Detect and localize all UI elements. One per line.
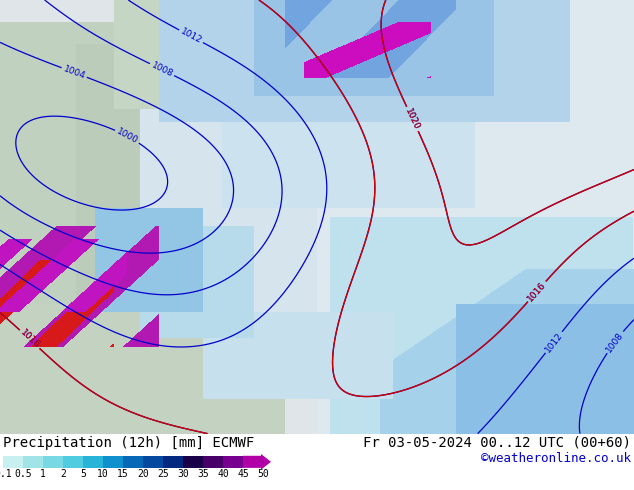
Bar — [183, 456, 203, 468]
Text: 1008: 1008 — [604, 330, 625, 354]
Bar — [123, 456, 143, 468]
Text: 1: 1 — [40, 469, 46, 479]
Text: 2: 2 — [60, 469, 66, 479]
Bar — [83, 456, 103, 468]
Text: 50: 50 — [257, 469, 269, 479]
Text: 1012: 1012 — [179, 27, 204, 46]
Text: 45: 45 — [237, 469, 249, 479]
Bar — [23, 456, 43, 468]
Text: 25: 25 — [157, 469, 169, 479]
Text: 20: 20 — [137, 469, 149, 479]
Text: 40: 40 — [217, 469, 229, 479]
Bar — [3, 456, 23, 468]
Text: 1008: 1008 — [150, 60, 174, 79]
Text: 35: 35 — [197, 469, 209, 479]
Text: 1000: 1000 — [115, 127, 139, 146]
Text: 1016: 1016 — [526, 280, 548, 303]
Text: Fr 03-05-2024 00..12 UTC (00+60): Fr 03-05-2024 00..12 UTC (00+60) — [363, 436, 631, 450]
Text: 10: 10 — [97, 469, 109, 479]
Bar — [43, 456, 63, 468]
Bar — [203, 456, 223, 468]
Bar — [143, 456, 163, 468]
Text: 1016: 1016 — [526, 280, 548, 303]
Bar — [103, 456, 123, 468]
FancyArrow shape — [243, 454, 271, 470]
Text: 1020: 1020 — [403, 107, 422, 131]
Text: 30: 30 — [177, 469, 189, 479]
Bar — [163, 456, 183, 468]
Text: 1012: 1012 — [543, 330, 564, 354]
Bar — [223, 456, 243, 468]
Text: 0.1: 0.1 — [0, 469, 12, 479]
Text: ©weatheronline.co.uk: ©weatheronline.co.uk — [481, 452, 631, 465]
Bar — [63, 456, 83, 468]
Text: 1016: 1016 — [18, 328, 41, 350]
Text: 1016: 1016 — [18, 328, 41, 350]
Text: 1004: 1004 — [62, 64, 86, 81]
Text: 15: 15 — [117, 469, 129, 479]
Text: 5: 5 — [80, 469, 86, 479]
Text: 1020: 1020 — [403, 107, 422, 131]
Text: 0.5: 0.5 — [14, 469, 32, 479]
Text: Precipitation (12h) [mm] ECMWF: Precipitation (12h) [mm] ECMWF — [3, 436, 254, 450]
